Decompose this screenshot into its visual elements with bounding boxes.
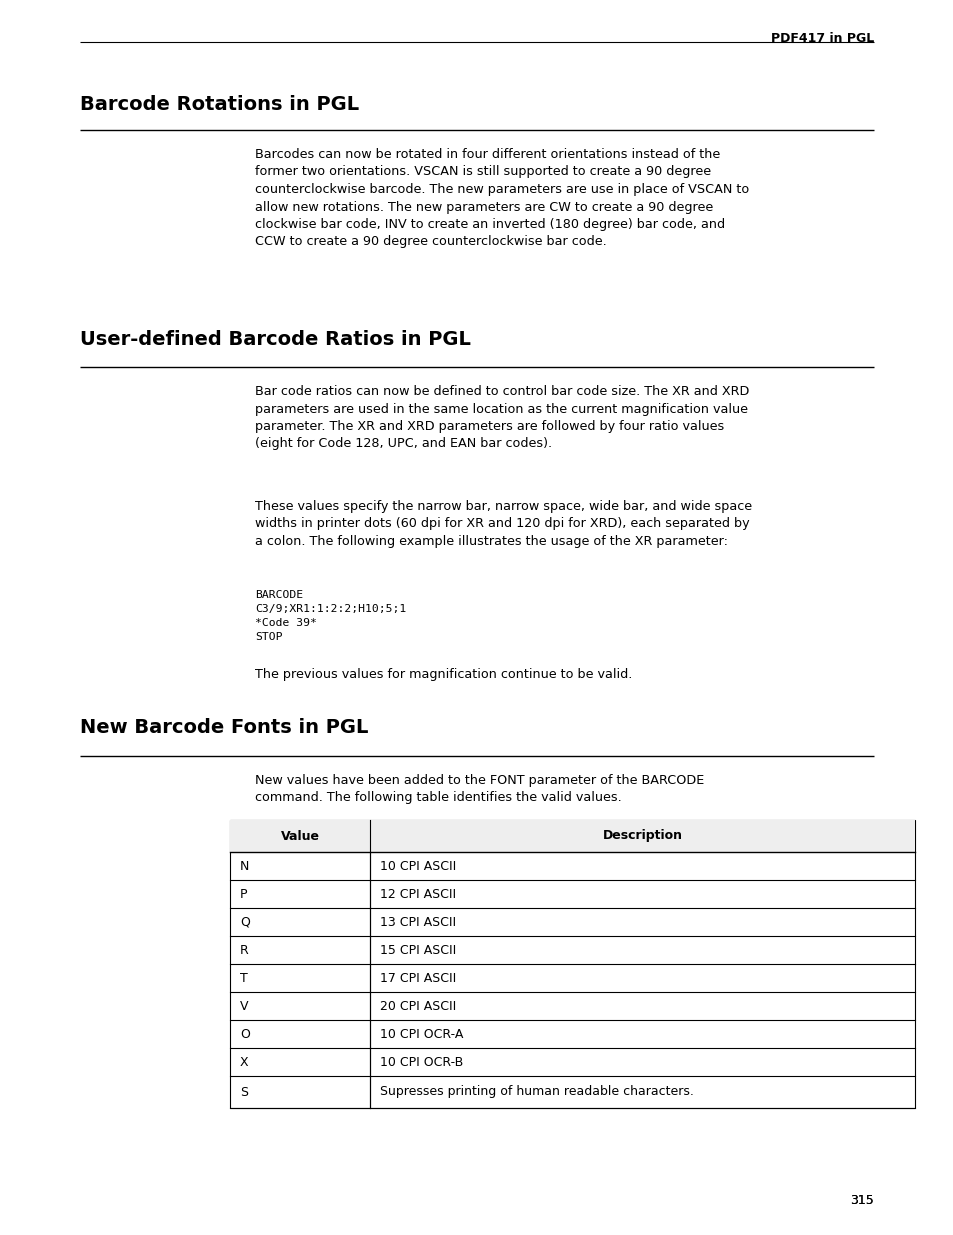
Text: P: P: [240, 888, 247, 900]
Bar: [230, 820, 914, 852]
Text: User-defined Barcode Ratios in PGL: User-defined Barcode Ratios in PGL: [80, 330, 471, 350]
Text: V: V: [240, 999, 248, 1013]
Text: 15 CPI ASCII: 15 CPI ASCII: [379, 944, 456, 956]
Text: X: X: [240, 1056, 249, 1068]
Text: 315: 315: [849, 1194, 873, 1207]
Text: Value: Value: [280, 830, 319, 842]
Text: PDF417 in PGL: PDF417 in PGL: [770, 32, 873, 44]
Text: S: S: [240, 1086, 248, 1098]
Text: 10 CPI ASCII: 10 CPI ASCII: [379, 860, 456, 872]
Text: Supresses printing of human readable characters.: Supresses printing of human readable cha…: [379, 1086, 693, 1098]
Bar: [230, 820, 914, 1108]
Text: 315: 315: [849, 1194, 873, 1207]
Text: R: R: [240, 944, 249, 956]
Text: 12 CPI ASCII: 12 CPI ASCII: [379, 888, 456, 900]
Text: 20 CPI ASCII: 20 CPI ASCII: [379, 999, 456, 1013]
Text: Barcode Rotations in PGL: Barcode Rotations in PGL: [80, 95, 358, 114]
Text: N: N: [240, 860, 249, 872]
Text: 10 CPI OCR-A: 10 CPI OCR-A: [379, 1028, 463, 1041]
Text: O: O: [240, 1028, 250, 1041]
Text: New values have been added to the FONT parameter of the BARCODE
command. The fol: New values have been added to the FONT p…: [254, 774, 703, 804]
Text: These values specify the narrow bar, narrow space, wide bar, and wide space
widt: These values specify the narrow bar, nar…: [254, 500, 751, 548]
Text: Description: Description: [602, 830, 681, 842]
Text: New Barcode Fonts in PGL: New Barcode Fonts in PGL: [80, 718, 368, 737]
Text: BARCODE
C3/9;XR1:1:2:2;H10;5;1
*Code 39*
STOP: BARCODE C3/9;XR1:1:2:2;H10;5;1 *Code 39*…: [254, 590, 406, 642]
Text: Barcodes can now be rotated in four different orientations instead of the
former: Barcodes can now be rotated in four diff…: [254, 148, 748, 248]
Text: 13 CPI ASCII: 13 CPI ASCII: [379, 915, 456, 929]
Text: 10 CPI OCR-B: 10 CPI OCR-B: [379, 1056, 463, 1068]
Text: 17 CPI ASCII: 17 CPI ASCII: [379, 972, 456, 984]
Text: Bar code ratios can now be defined to control bar code size. The XR and XRD
para: Bar code ratios can now be defined to co…: [254, 385, 749, 451]
Text: The previous values for magnification continue to be valid.: The previous values for magnification co…: [254, 668, 632, 680]
Text: Q: Q: [240, 915, 250, 929]
Text: T: T: [240, 972, 248, 984]
